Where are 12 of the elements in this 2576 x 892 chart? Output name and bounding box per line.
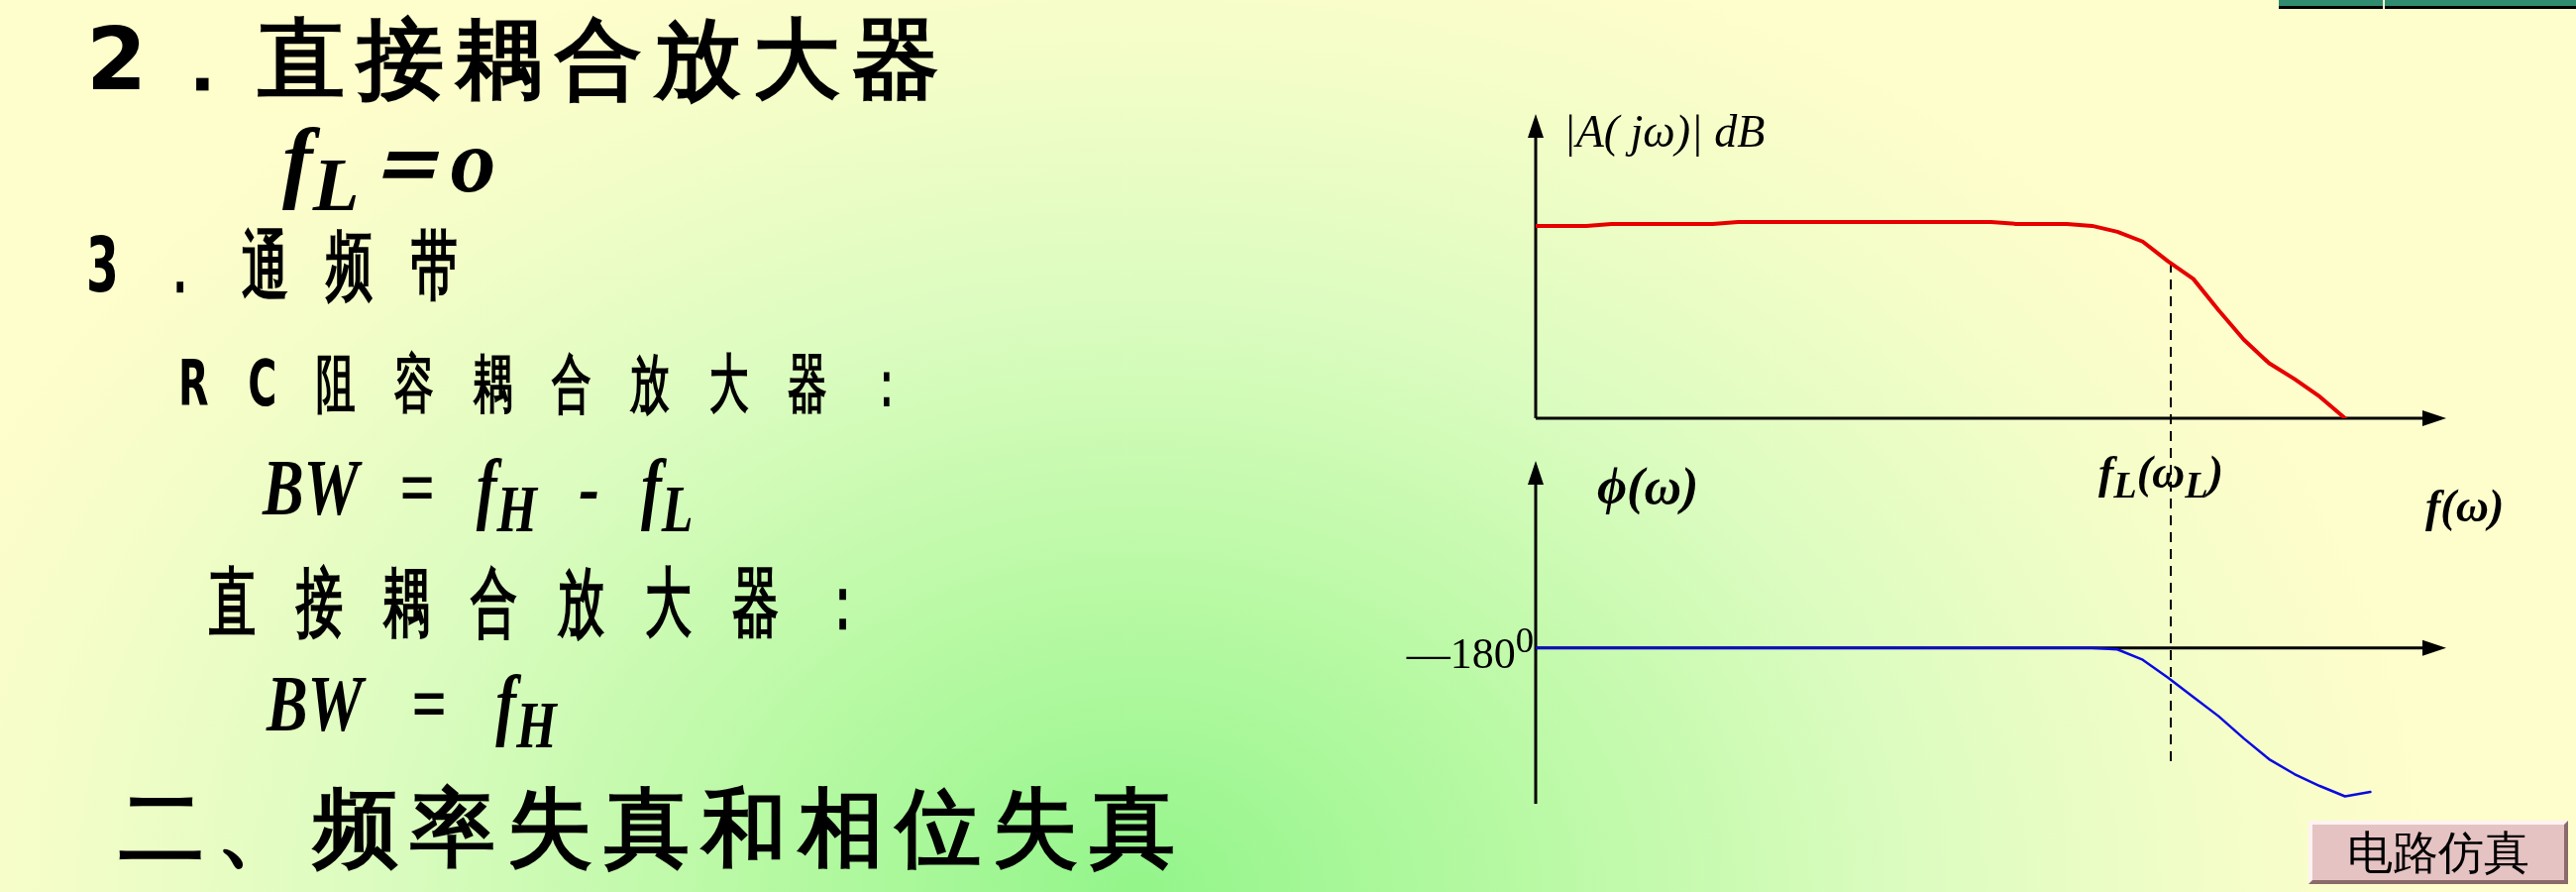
text: RC阻容耦合放大器：	[178, 347, 945, 420]
annotation: —180$^{0}$	[1406, 618, 1534, 678]
text: f$_{L}$(ω$_{L}$)	[2098, 447, 2224, 506]
text: 二、频率失真和相位失真	[119, 778, 1187, 877]
x-axis-title: f(ω)	[2425, 481, 2505, 532]
y-axis-title: |A( jω)| dB	[1563, 106, 1766, 158]
text: BW = f$_{H}$	[267, 660, 557, 762]
text: BW = f$_{H}$ - f$_{L}$	[263, 444, 694, 546]
nav-button: 电路仿真	[2308, 821, 2568, 884]
text: 2．直接耦合放大器	[86, 8, 952, 110]
text: 直接耦合放大器：	[209, 558, 908, 646]
y-axis-title: ϕ(ω)	[1597, 458, 1699, 515]
